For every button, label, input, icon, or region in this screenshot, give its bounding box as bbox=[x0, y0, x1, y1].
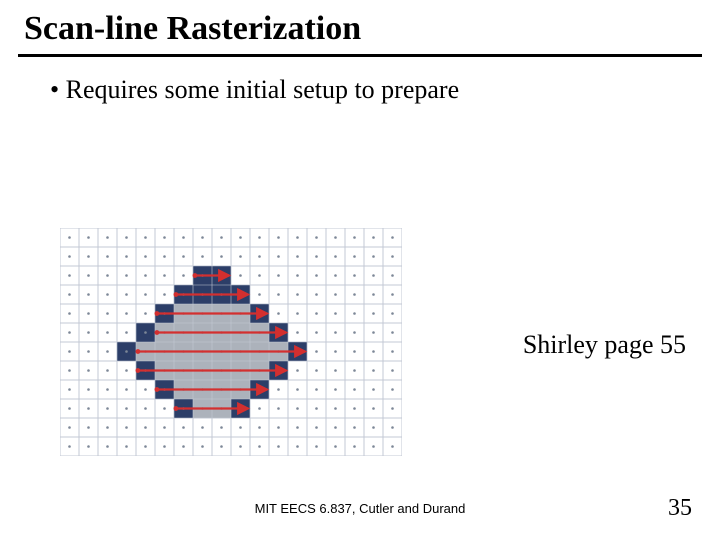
scanline-svg bbox=[60, 228, 402, 456]
title-rule bbox=[18, 54, 702, 57]
caption: Shirley page 55 bbox=[523, 330, 686, 360]
scanline-diagram bbox=[60, 228, 402, 461]
slide-title: Scan-line Rasterization bbox=[0, 0, 720, 54]
bullet-1: Requires some initial setup to prepare bbox=[24, 75, 720, 105]
page-number: 35 bbox=[668, 495, 692, 522]
footer-text: MIT EECS 6.837, Cutler and Durand bbox=[0, 501, 720, 516]
